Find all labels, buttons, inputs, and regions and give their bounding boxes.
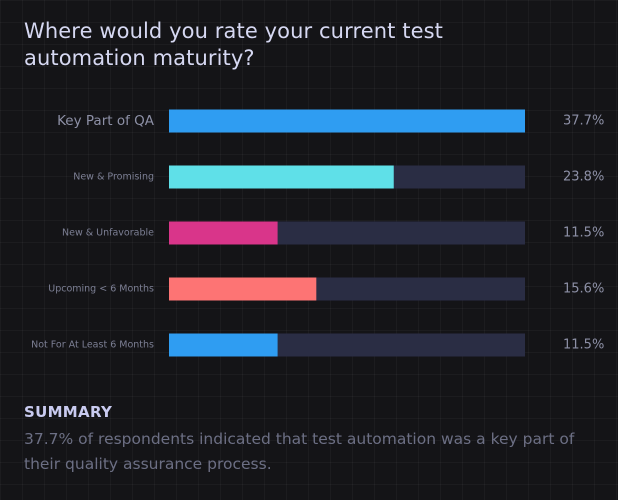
value-label: 11.5%	[563, 226, 604, 241]
summary-text: 37.7% of respondents indicated that test…	[24, 430, 575, 473]
value-label: 15.6%	[563, 282, 604, 297]
category-label: New & Promising	[73, 172, 154, 183]
category-label: New & Unfavorable	[62, 228, 154, 239]
category-label: Upcoming < 6 Months	[48, 284, 154, 295]
category-label: Key Part of QA	[57, 113, 155, 129]
category-label: Not For At Least 6 Months	[31, 340, 154, 351]
chart-title: Where would you rate your current test a…	[24, 19, 443, 70]
bar	[169, 277, 317, 301]
value-label: 23.8%	[563, 170, 604, 185]
summary-heading: SUMMARY	[24, 403, 113, 421]
bar	[169, 165, 394, 189]
bar	[169, 221, 278, 245]
bar-chart: Key Part of QA 37.7% New & Promising 23.8% N…	[31, 109, 604, 357]
value-label: 11.5%	[563, 338, 604, 353]
value-label: 37.7%	[563, 114, 604, 129]
bar	[169, 333, 278, 357]
bar	[169, 109, 525, 133]
